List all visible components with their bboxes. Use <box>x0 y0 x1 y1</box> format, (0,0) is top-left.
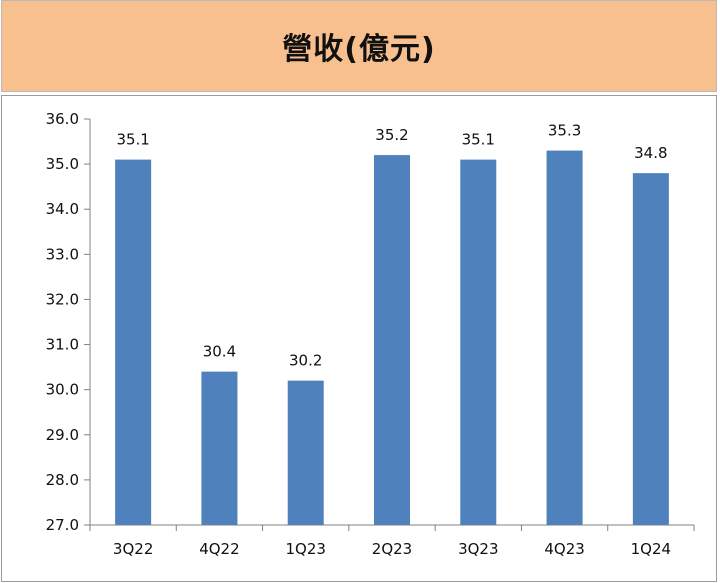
y-tick-label: 34.0 <box>46 200 79 218</box>
data-label-1Q23: 30.2 <box>289 352 322 370</box>
x-tick-label-3Q22: 3Q22 <box>113 540 153 558</box>
chart-labels: 35.1 3Q22 30.4 4Q22 30.2 1Q23 35.2 2Q23 35.1 3Q23… <box>113 122 671 558</box>
chart-bars <box>115 150 669 526</box>
data-label-3Q23: 35.1 <box>462 131 495 149</box>
bar-4Q22 <box>201 371 238 525</box>
x-tick-label-4Q23: 4Q23 <box>544 540 584 558</box>
y-tick-label: 29.0 <box>46 426 79 444</box>
y-tick-label: 36.0 <box>46 110 79 128</box>
y-tick-label: 28.0 <box>46 471 79 489</box>
y-tick-label: 31.0 <box>46 336 79 354</box>
x-tick-label-1Q24: 1Q24 <box>631 540 671 558</box>
y-tick-label: 35.0 <box>46 155 79 173</box>
x-tick-label-2Q23: 2Q23 <box>372 540 412 558</box>
bar-1Q24 <box>632 173 669 525</box>
data-label-4Q22: 30.4 <box>203 343 236 361</box>
bar-2Q23 <box>374 155 410 526</box>
bar-1Q23 <box>287 380 324 525</box>
data-label-4Q23: 35.3 <box>548 122 581 140</box>
x-tick-label-4Q22: 4Q22 <box>199 540 239 558</box>
y-tick-label: 33.0 <box>46 245 79 263</box>
bar-3Q22 <box>115 159 152 525</box>
y-tick-label: 30.0 <box>46 381 79 399</box>
data-label-3Q22: 35.1 <box>116 131 149 149</box>
y-tick-label: 27.0 <box>46 516 79 534</box>
chart-axes: 27.0 28.0 29.0 30.0 31.0 32.0 33.0 34.0 35.0 36.0 <box>46 110 695 534</box>
bar-3Q23 <box>460 159 497 525</box>
x-tick-label-3Q23: 3Q23 <box>458 540 498 558</box>
x-tick-label-1Q23: 1Q23 <box>285 540 325 558</box>
chart-title-banner: 營收(億元) <box>1 0 717 92</box>
data-label-2Q23: 35.2 <box>375 126 408 144</box>
y-tick-label: 32.0 <box>46 290 79 308</box>
data-label-1Q24: 34.8 <box>634 144 667 162</box>
bar-4Q23 <box>546 150 583 526</box>
chart-title: 營收(億元) <box>282 32 436 67</box>
